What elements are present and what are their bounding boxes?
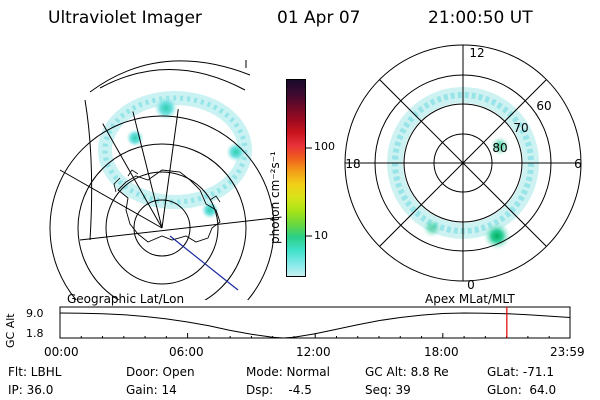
alt-tick-1-8: 1.8 — [26, 327, 44, 340]
info-glat: GLat: -71.1 — [487, 365, 554, 379]
colorbar-tick-10: 10 — [314, 229, 328, 242]
mlt-label-18: 18 — [345, 157, 360, 171]
app-title: Ultraviolet Imager — [48, 8, 202, 28]
time-label: 21:00:50 UT — [428, 8, 533, 28]
polar-grid — [344, 44, 582, 282]
geographic-title: Geographic Lat/Lon — [67, 292, 185, 306]
altitude-series-line — [59, 312, 571, 339]
info-mode: Mode: Normal — [246, 365, 330, 379]
time-tick-0000: 00:00 — [44, 345, 79, 359]
polar-mlt-plot: 12 18 6 0 60 70 80 — [344, 44, 582, 292]
time-tick-2359: 23:59 — [550, 345, 585, 359]
colorbar-ticks — [306, 147, 312, 237]
time-tick-0600: 06:00 — [169, 345, 204, 359]
info-door: Door: Open — [126, 365, 195, 379]
info-gc-alt: GC Alt: 8.8 Re — [365, 365, 449, 379]
terminator-line — [169, 235, 239, 291]
mlat-label-60: 60 — [536, 99, 551, 113]
info-ip: IP: 36.0 — [8, 383, 54, 397]
colorbar-tick-100: 100 — [314, 140, 335, 153]
mlt-label-0: 0 — [467, 278, 475, 292]
alt-tick-9: 9.0 — [26, 307, 44, 320]
lat-lon-grid — [49, 108, 282, 300]
time-tick-1200: 12:00 — [296, 345, 331, 359]
info-glon: GLon: 64.0 — [487, 383, 557, 397]
mlt-label-12: 12 — [469, 46, 484, 60]
apex-title: Apex MLat/MLT — [425, 292, 515, 306]
coastline — [117, 169, 221, 243]
geographic-map — [49, 60, 282, 300]
time-tick-1800: 18:00 — [424, 345, 459, 359]
info-dsp: Dsp: -4.5 — [246, 383, 312, 397]
auroral-oval-map — [98, 91, 252, 219]
mlat-label-80: 80 — [492, 141, 507, 155]
mlat-label-70: 70 — [513, 121, 528, 135]
mlt-label-6: 6 — [574, 157, 582, 171]
info-gain: Gain: 14 — [126, 383, 177, 397]
colorbar — [286, 79, 306, 277]
date-label: 01 Apr 07 — [277, 8, 361, 28]
info-seq: Seq: 39 — [365, 383, 411, 397]
info-flt: Flt: LBHL — [8, 365, 62, 379]
